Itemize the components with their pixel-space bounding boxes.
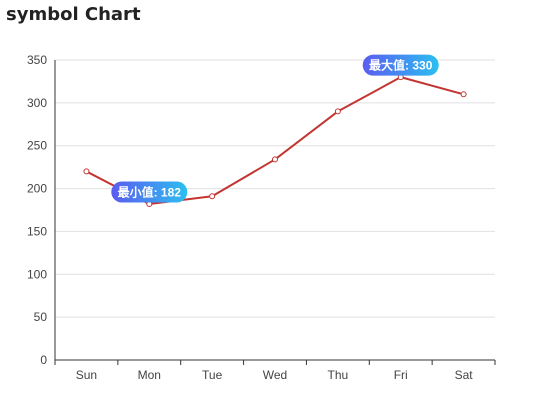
y-tick-label: 100 [27, 267, 47, 281]
callout-label: 最大值: 330 [362, 54, 439, 76]
y-tick-label: 350 [27, 53, 47, 67]
y-tick-label: 300 [27, 96, 47, 110]
chart-title: symbol Chart [6, 4, 141, 25]
x-tick-label: Mon [138, 368, 161, 382]
x-tick-label: Sat [455, 368, 474, 382]
data-point[interactable] [209, 193, 216, 200]
x-tick-label: Wed [263, 368, 287, 382]
data-point[interactable] [272, 156, 278, 163]
data-point[interactable] [334, 108, 341, 115]
y-tick-label: 50 [34, 310, 48, 324]
callout-label: 最小值: 182 [111, 181, 188, 203]
axes: 0 50 100 150 200 250 300 350 Sun Mon Tue Wed Thu Fri S… [27, 53, 496, 382]
callouts: 最小值: 182 最大值: 330 [111, 54, 439, 203]
callout-pill [362, 54, 439, 76]
x-tick-label: Sun [76, 368, 97, 382]
y-tick-label: 0 [40, 353, 47, 367]
callout-text: 最大值: 330 [369, 58, 433, 73]
data-point[interactable] [460, 91, 467, 98]
data-point[interactable] [83, 168, 90, 175]
series [83, 74, 467, 207]
callout-text: 最小值: 182 [118, 185, 182, 200]
x-tick-label: Thu [328, 368, 349, 382]
y-tick-label: 250 [27, 139, 47, 153]
callout-pill [111, 181, 188, 203]
y-tick-label: 200 [27, 182, 47, 196]
x-tick-label: Fri [394, 368, 408, 382]
y-tick-label: 150 [27, 224, 47, 238]
x-tick-label: Tue [202, 368, 223, 382]
